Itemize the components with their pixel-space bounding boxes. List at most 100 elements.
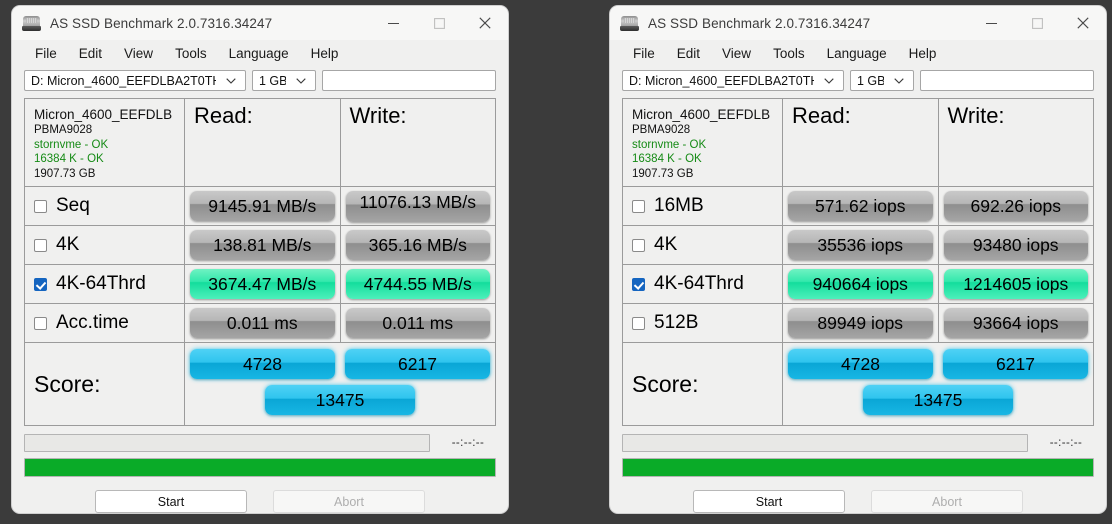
row-checkbox[interactable] — [632, 277, 645, 291]
row-label-cell[interactable]: Seq — [25, 187, 185, 225]
elapsed-time: --:--:-- — [451, 437, 485, 449]
table-row[interactable]: 16MB 571.62 iops 692.26 iops — [623, 187, 1093, 226]
row-checkbox[interactable] — [34, 199, 47, 213]
read-score-cell: 4728 — [185, 349, 340, 379]
menu-item-language[interactable]: Language — [228, 45, 289, 61]
status-field[interactable] — [322, 70, 496, 91]
drive-select[interactable]: D: Micron_4600_EEFDLBA2T0THJ — [24, 70, 246, 91]
drive-model: Micron_4600_EEFDLB — [632, 107, 771, 122]
table-row[interactable]: 4K 35536 iops 93480 iops — [623, 226, 1093, 265]
read-value-cell: 571.62 iops — [783, 187, 939, 225]
row-checkbox[interactable] — [34, 238, 47, 252]
table-row[interactable]: 4K-64Thrd 940664 iops 1214605 iops — [623, 265, 1093, 304]
row-label-cell[interactable]: 4K — [623, 226, 783, 264]
read-value-cell: 89949 iops — [783, 304, 939, 342]
ssd-drive-icon — [620, 15, 639, 31]
table-row[interactable]: 4K 138.81 MB/s 365.16 MB/s — [25, 226, 495, 265]
ssd-drive-icon — [22, 15, 41, 31]
window-controls — [370, 6, 508, 40]
menu-item-edit[interactable]: Edit — [78, 45, 103, 61]
menu-item-view[interactable]: View — [722, 45, 752, 61]
drive-model: Micron_4600_EEFDLB — [34, 107, 173, 122]
write-value: 93480 iops — [943, 230, 1088, 260]
minimize-icon[interactable] — [370, 6, 416, 40]
window-title: AS SSD Benchmark 2.0.7316.34247 — [50, 15, 273, 31]
row-label: Seq — [56, 195, 90, 216]
drive-firmware: PBMA9028 — [34, 124, 93, 136]
menu-item-file[interactable]: File — [35, 45, 57, 61]
write-score-cell: 6217 — [340, 349, 495, 379]
row-checkbox[interactable] — [34, 316, 47, 330]
menu-item-tools[interactable]: Tools — [175, 45, 207, 61]
write-header-cell: Write: — [939, 99, 1094, 186]
progress-bar-secondary — [622, 434, 1028, 452]
size-select[interactable]: 1 GB — [850, 70, 914, 91]
row-label-cell[interactable]: 16MB — [623, 187, 783, 225]
size-select[interactable]: 1 GB — [252, 70, 316, 91]
write-value: 93664 iops — [943, 308, 1088, 338]
progress-bar-primary — [622, 458, 1094, 477]
menu-item-language[interactable]: Language — [826, 45, 887, 61]
score-row: Score: 4728 6217 13475 — [25, 343, 495, 425]
menu-bar[interactable]: File Edit View Tools Language Help — [610, 40, 1106, 66]
progress-bar-secondary — [24, 434, 430, 452]
progress-row: --:--:-- — [24, 434, 496, 452]
row-label-cell[interactable]: 512B — [623, 304, 783, 342]
table-row[interactable]: Acc.time 0.011 ms 0.011 ms — [25, 304, 495, 343]
status-field[interactable] — [920, 70, 1094, 91]
row-label-cell[interactable]: 4K — [25, 226, 185, 264]
score-values: 4728 6217 13475 — [185, 343, 495, 425]
as-ssd-window-iops[interactable]: AS SSD Benchmark 2.0.7316.34247 File Edi… — [610, 6, 1106, 513]
drive-driver-status: stornvme - OK — [632, 138, 707, 151]
write-value-cell: 93664 iops — [939, 304, 1094, 342]
drive-info-panel: Micron_4600_EEFDLB PBMA9028 stornvme - O… — [25, 99, 185, 186]
row-label-cell[interactable]: Acc.time — [25, 304, 185, 342]
as-ssd-window-mbps[interactable]: AS SSD Benchmark 2.0.7316.34247 File Edi… — [12, 6, 508, 513]
menu-item-file[interactable]: File — [633, 45, 655, 61]
row-checkbox[interactable] — [34, 277, 47, 291]
toolbar: D: Micron_4600_EEFDLBA2T0THJ 1 GB — [610, 66, 1106, 95]
row-checkbox[interactable] — [632, 316, 645, 330]
menu-item-tools[interactable]: Tools — [773, 45, 805, 61]
close-icon[interactable] — [462, 6, 508, 40]
row-checkbox[interactable] — [632, 199, 645, 213]
read-value-cell: 940664 iops — [783, 265, 939, 303]
drive-info-panel: Micron_4600_EEFDLB PBMA9028 stornvme - O… — [623, 99, 783, 186]
results-grid: Micron_4600_EEFDLB PBMA9028 stornvme - O… — [622, 98, 1094, 426]
row-label: Acc.time — [56, 312, 129, 333]
menu-item-help[interactable]: Help — [908, 45, 937, 61]
close-icon[interactable] — [1060, 6, 1106, 40]
read-value: 571.62 iops — [788, 191, 933, 221]
start-button[interactable]: Start — [693, 490, 845, 513]
size-select-value: 1 GB — [857, 73, 884, 88]
read-score-cell: 4728 — [783, 349, 938, 379]
score-label: Score: — [632, 370, 699, 397]
maximize-icon[interactable] — [416, 6, 462, 40]
maximize-icon[interactable] — [1014, 6, 1060, 40]
row-label-cell[interactable]: 4K-64Thrd — [623, 265, 783, 303]
menu-item-view[interactable]: View — [124, 45, 154, 61]
drive-select-value: D: Micron_4600_EEFDLBA2T0THJ — [31, 73, 216, 88]
write-header-label: Write: — [349, 103, 407, 128]
drive-firmware: PBMA9028 — [632, 124, 691, 136]
title-bar[interactable]: AS SSD Benchmark 2.0.7316.34247 — [610, 6, 1106, 40]
drive-select[interactable]: D: Micron_4600_EEFDLBA2T0THJ — [622, 70, 844, 91]
write-value: 11076.13 MB/s — [345, 190, 490, 222]
write-score: 6217 — [943, 349, 1088, 379]
menu-bar[interactable]: File Edit View Tools Language Help — [12, 40, 508, 66]
table-row[interactable]: Seq 9145.91 MB/s 11076.13 MB/s — [25, 187, 495, 226]
table-row[interactable]: 4K-64Thrd 3674.47 MB/s 4744.55 MB/s — [25, 265, 495, 304]
row-label-cell[interactable]: 4K-64Thrd — [25, 265, 185, 303]
write-value-cell: 365.16 MB/s — [341, 226, 496, 264]
results-grid: Micron_4600_EEFDLB PBMA9028 stornvme - O… — [24, 98, 496, 426]
minimize-icon[interactable] — [968, 6, 1014, 40]
table-row[interactable]: 512B 89949 iops 93664 iops — [623, 304, 1093, 343]
drive-select-value: D: Micron_4600_EEFDLBA2T0THJ — [629, 73, 814, 88]
read-value: 3674.47 MB/s — [190, 269, 335, 299]
menu-item-edit[interactable]: Edit — [676, 45, 701, 61]
title-bar[interactable]: AS SSD Benchmark 2.0.7316.34247 — [12, 6, 508, 40]
start-button[interactable]: Start — [95, 490, 247, 513]
menu-item-help[interactable]: Help — [310, 45, 339, 61]
drive-alignment-status: 16384 K - OK — [34, 153, 104, 165]
row-checkbox[interactable] — [632, 238, 645, 252]
